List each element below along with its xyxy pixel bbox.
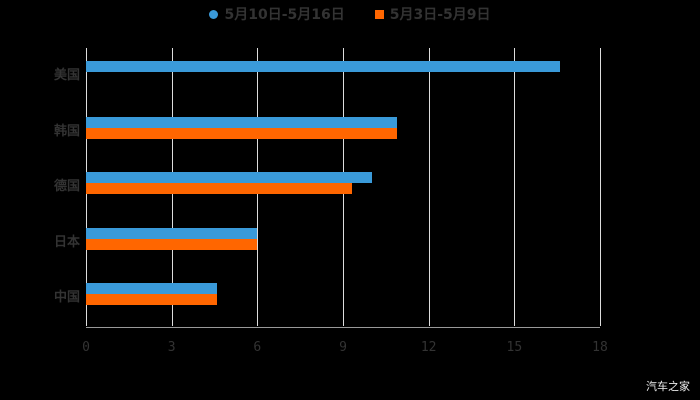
gridline: [600, 48, 601, 326]
category-label: 韩国: [53, 123, 80, 139]
bar[interactable]: [86, 61, 561, 72]
x-tick-label: 15: [506, 340, 523, 355]
x-tick-label: 3: [167, 340, 176, 355]
gridline: [514, 48, 516, 326]
legend-item-series-2[interactable]: 5月3日-5月9日: [374, 4, 491, 24]
bar[interactable]: [86, 127, 398, 139]
watermark: 汽车之家: [646, 380, 690, 393]
category-label: 美国: [53, 68, 80, 83]
plot-area: [86, 48, 601, 326]
legend-item-series-1[interactable]: 5月10日-5月16日: [209, 4, 345, 24]
bar[interactable]: [86, 294, 218, 306]
x-axis: [86, 327, 600, 328]
series-1-marker-icon: [209, 9, 219, 19]
bar[interactable]: [86, 227, 258, 239]
gridline: [428, 48, 430, 326]
x-tick-label: 12: [420, 340, 437, 355]
category-label: 德国: [53, 179, 80, 195]
legend-label: 5月10日-5月16日: [224, 7, 345, 23]
legend: 5月10日-5月16日 5月3日-5月9日: [0, 4, 700, 24]
x-tick-label: 0: [82, 340, 90, 355]
x-tick-label: 18: [592, 340, 608, 355]
bar[interactable]: [86, 238, 258, 250]
bar[interactable]: [86, 172, 372, 184]
bar[interactable]: [86, 283, 218, 295]
x-tick-label: 9: [339, 340, 347, 355]
legend-label: 5月3日-5月9日: [389, 7, 491, 23]
bar[interactable]: [86, 116, 398, 128]
series-2-marker-icon: [374, 9, 384, 19]
category-label: 中国: [53, 290, 80, 306]
category-label: 日本: [53, 234, 80, 250]
x-tick-label: 6: [253, 340, 262, 355]
bar[interactable]: [86, 183, 352, 195]
